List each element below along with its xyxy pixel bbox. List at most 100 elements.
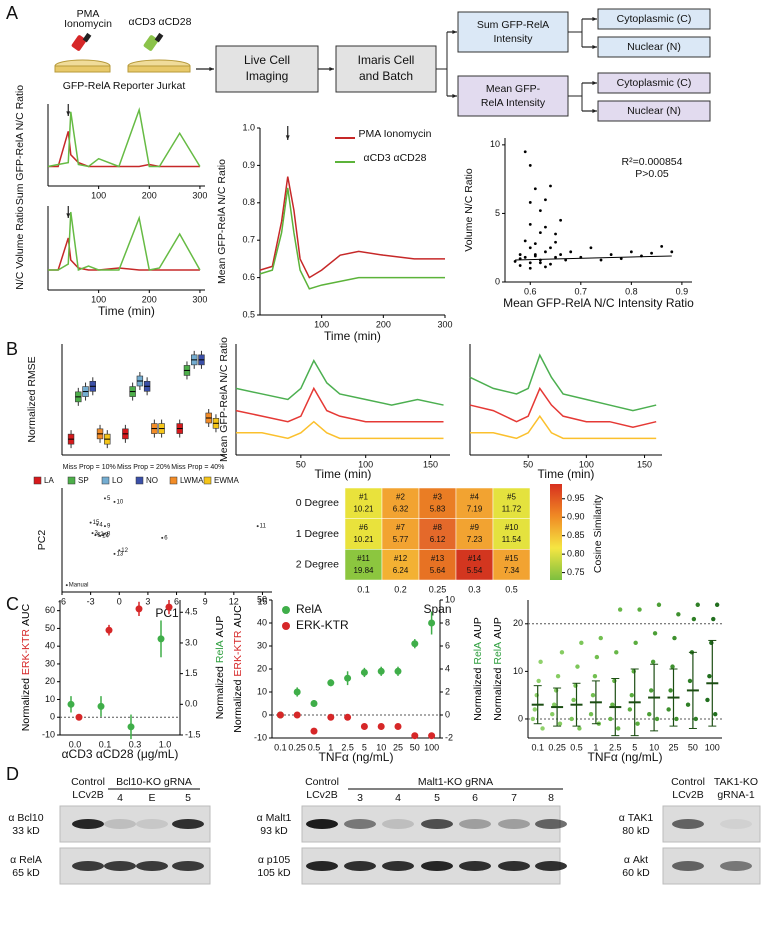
legend-label: SP [78,476,89,485]
point-label: 3 [95,531,99,537]
legend-swatch [67,476,76,485]
point [635,721,640,726]
label-part: AUC [20,603,32,626]
cell-value: 7.23 [467,535,483,544]
x-tick-label: 100 [579,459,594,469]
x-tick-label: 50 [410,742,420,752]
control-label: LCv2B [72,789,104,801]
point [557,721,563,726]
scatter-point [660,244,664,248]
label-part: AUP [492,617,504,639]
point [67,700,75,708]
point [693,716,699,722]
label-part: Normalized [472,667,484,720]
scatter-point [89,521,92,524]
y-tick-label: 5 [495,208,500,218]
point [685,702,691,707]
point [588,712,594,717]
header-label: Malt1-KO gRNA [418,776,493,788]
point [377,667,385,675]
point [627,707,633,712]
scatter-point [554,232,557,236]
x-tick-label: 10 [376,742,386,752]
label-part: Normalized [492,667,504,720]
scatter-point [544,265,547,269]
label-part: Normalized [232,679,244,732]
pipette [71,35,87,51]
band [344,819,376,829]
point [411,640,419,648]
band [306,861,338,871]
x-axis-label: Time (min) [538,467,595,481]
scatter-point [559,218,562,222]
point [165,603,173,611]
column-label: 0.3 [468,584,481,594]
point [550,712,555,717]
row-label: 80 kD [622,825,650,837]
band [104,819,136,829]
heat-cell [381,518,420,550]
row-label: 33 kD [12,825,40,837]
scatter-point [650,251,653,255]
panel-label: A [6,3,18,23]
y-tick-label: 40 [257,617,267,627]
y-tick-label: 0 [518,713,523,723]
colorbar-title: Cosine Similarity [592,494,604,573]
x-axis-label: Time (min) [315,467,372,481]
reagent-label: Ionomycin [64,18,112,30]
arrow-head [329,67,334,71]
point [616,726,621,731]
lane-label: 5 [185,792,191,804]
band [104,861,136,871]
arrow-head [66,213,71,218]
scatter-point [629,250,633,254]
scatter-point [528,261,532,265]
point [594,654,600,660]
dish-body [54,65,111,73]
point [530,716,536,722]
point [633,640,638,646]
legend-swatch [169,476,178,485]
label-part: AUP [214,616,226,638]
control-label: LCv2B [306,789,338,801]
pipette-tip [154,32,164,43]
scatter-point [256,525,259,528]
point [695,602,700,607]
y-tick-label: 0 [495,276,500,286]
y2-tick-label: 4.5 [185,607,198,617]
y-tick-label: 50 [257,594,267,604]
y-tick-label: 20 [513,618,523,628]
x-tick-label: 5 [632,742,637,752]
cell-value: 6.12 [430,535,446,544]
arrow-head [592,109,597,113]
x-axis-label: TNFα (ng/mL) [588,750,663,764]
y2-axis-label: Normalized RelA AUP [472,617,484,720]
x-tick-label: 200 [142,190,157,200]
cell-id: #4 [470,492,479,501]
scatter-point [523,255,527,259]
point-label: 11 [260,524,267,530]
band [172,861,204,871]
label-part: ERK-KTR [232,630,244,677]
column-label: 0.25 [429,584,447,594]
y-tick-label: 40 [45,641,55,651]
point-label: 4 [99,522,103,528]
x-tick-label: 100 [705,742,720,752]
label-part: Normalized [20,678,32,731]
scatter-point [538,231,542,235]
scatter-point [518,257,522,261]
scatter-point [544,250,547,254]
reagent-label: PMA [77,8,100,20]
y-tick-label: 0 [262,709,267,719]
column-label: 0.2 [394,584,407,594]
point [579,640,584,646]
line-series [48,237,200,271]
y2-tick-label: 10 [445,594,455,604]
label-part: RelA [214,640,226,663]
dish-body [127,65,191,73]
point-label: 12 [121,548,128,554]
cell-value: 10.21 [353,504,374,513]
point [598,635,603,641]
x-tick-label: 1.0 [159,739,172,749]
point [676,612,681,617]
